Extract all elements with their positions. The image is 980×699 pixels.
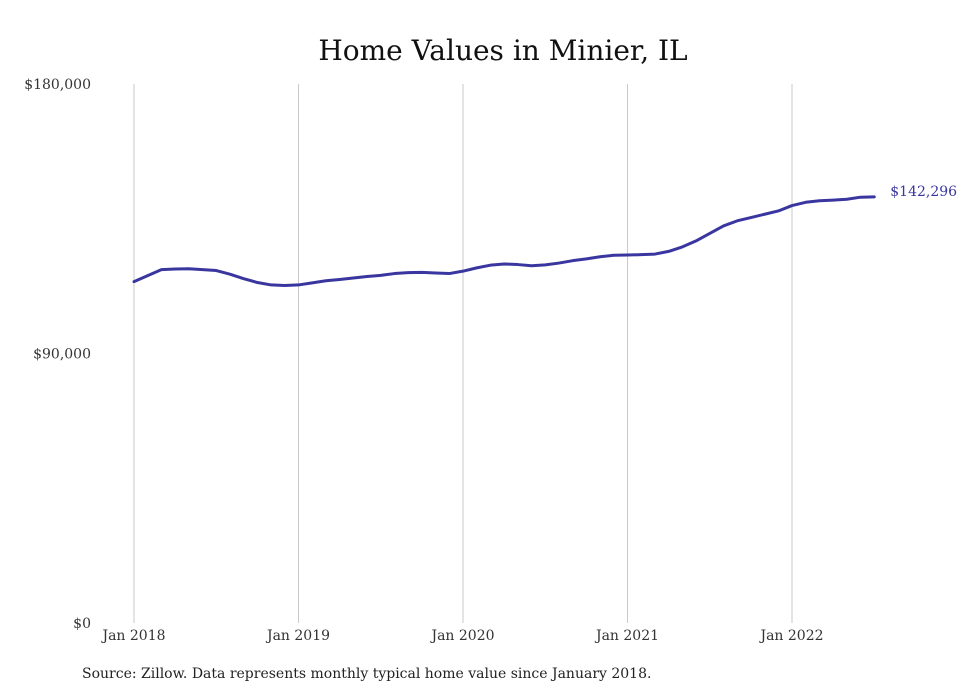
x-tick-label: Jan 2020 bbox=[429, 628, 494, 644]
source-note: Source: Zillow. Data represents monthly … bbox=[82, 666, 652, 682]
y-tick-label: $180,000 bbox=[24, 77, 91, 93]
gridlines bbox=[133, 84, 793, 623]
series-line bbox=[132, 195, 876, 288]
series-end-label: $142,296 bbox=[890, 184, 957, 200]
series-group: $142,296 bbox=[132, 184, 957, 288]
x-axis-ticks: Jan 2018 Jan 2019 Jan 2020 Jan 2021 Jan 2022 bbox=[100, 628, 823, 644]
x-tick-label: Jan 2018 bbox=[100, 628, 165, 644]
chart-title: Home Values in Minier, IL bbox=[318, 34, 687, 67]
x-tick-label: Jan 2022 bbox=[758, 628, 823, 644]
y-tick-label: $0 bbox=[73, 616, 91, 632]
y-tick-label: $90,000 bbox=[33, 347, 91, 363]
x-tick-label: Jan 2019 bbox=[265, 628, 330, 644]
x-tick-label: Jan 2021 bbox=[594, 628, 659, 644]
y-axis-ticks: $0 $90,000 $180,000 bbox=[24, 77, 91, 632]
